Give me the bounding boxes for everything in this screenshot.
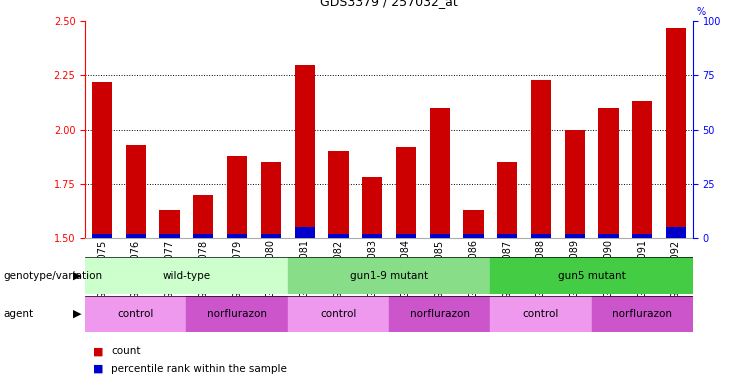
- Bar: [497, 162, 517, 238]
- Bar: [632, 234, 652, 238]
- Text: control: control: [118, 309, 154, 319]
- Bar: [159, 234, 180, 238]
- Bar: [294, 227, 315, 238]
- Bar: [491, 257, 693, 294]
- Bar: [497, 234, 517, 238]
- Bar: [565, 130, 585, 238]
- Text: gun5 mutant: gun5 mutant: [558, 270, 625, 281]
- Bar: [389, 296, 491, 332]
- Bar: [92, 82, 112, 238]
- Bar: [288, 257, 491, 294]
- Text: gun1-9 mutant: gun1-9 mutant: [350, 270, 428, 281]
- Text: agent: agent: [4, 309, 34, 319]
- Bar: [598, 234, 619, 238]
- Bar: [598, 108, 619, 238]
- Bar: [126, 145, 146, 238]
- Text: control: control: [522, 309, 559, 319]
- Bar: [362, 234, 382, 238]
- Bar: [396, 234, 416, 238]
- Bar: [531, 234, 551, 238]
- Text: genotype/variation: genotype/variation: [4, 270, 103, 281]
- Bar: [328, 151, 348, 238]
- Bar: [294, 65, 315, 238]
- Bar: [85, 296, 187, 332]
- Bar: [92, 234, 112, 238]
- Text: count: count: [111, 346, 141, 356]
- Bar: [193, 234, 213, 238]
- Bar: [362, 177, 382, 238]
- Bar: [491, 296, 591, 332]
- Text: ■: ■: [93, 346, 103, 356]
- Bar: [126, 234, 146, 238]
- Text: norflurazon: norflurazon: [207, 309, 267, 319]
- Bar: [531, 80, 551, 238]
- Bar: [463, 234, 484, 238]
- Text: wild-type: wild-type: [162, 270, 210, 281]
- Bar: [261, 162, 281, 238]
- Text: norflurazon: norflurazon: [612, 309, 672, 319]
- Text: norflurazon: norflurazon: [410, 309, 470, 319]
- Text: GDS3379 / 257032_at: GDS3379 / 257032_at: [320, 0, 458, 8]
- Text: ▶: ▶: [73, 309, 82, 319]
- Bar: [227, 234, 247, 238]
- Bar: [666, 227, 686, 238]
- Bar: [430, 234, 450, 238]
- Bar: [565, 234, 585, 238]
- Text: control: control: [320, 309, 356, 319]
- Text: ▶: ▶: [73, 270, 82, 281]
- Bar: [261, 234, 281, 238]
- Text: percentile rank within the sample: percentile rank within the sample: [111, 364, 287, 374]
- Bar: [666, 28, 686, 238]
- Bar: [396, 147, 416, 238]
- Bar: [591, 296, 693, 332]
- Bar: [159, 210, 180, 238]
- Text: ■: ■: [93, 364, 103, 374]
- Text: %: %: [697, 7, 705, 17]
- Bar: [288, 296, 389, 332]
- Bar: [632, 101, 652, 238]
- Bar: [193, 195, 213, 238]
- Bar: [85, 257, 288, 294]
- Bar: [463, 210, 484, 238]
- Bar: [187, 296, 288, 332]
- Bar: [227, 156, 247, 238]
- Bar: [430, 108, 450, 238]
- Bar: [328, 234, 348, 238]
